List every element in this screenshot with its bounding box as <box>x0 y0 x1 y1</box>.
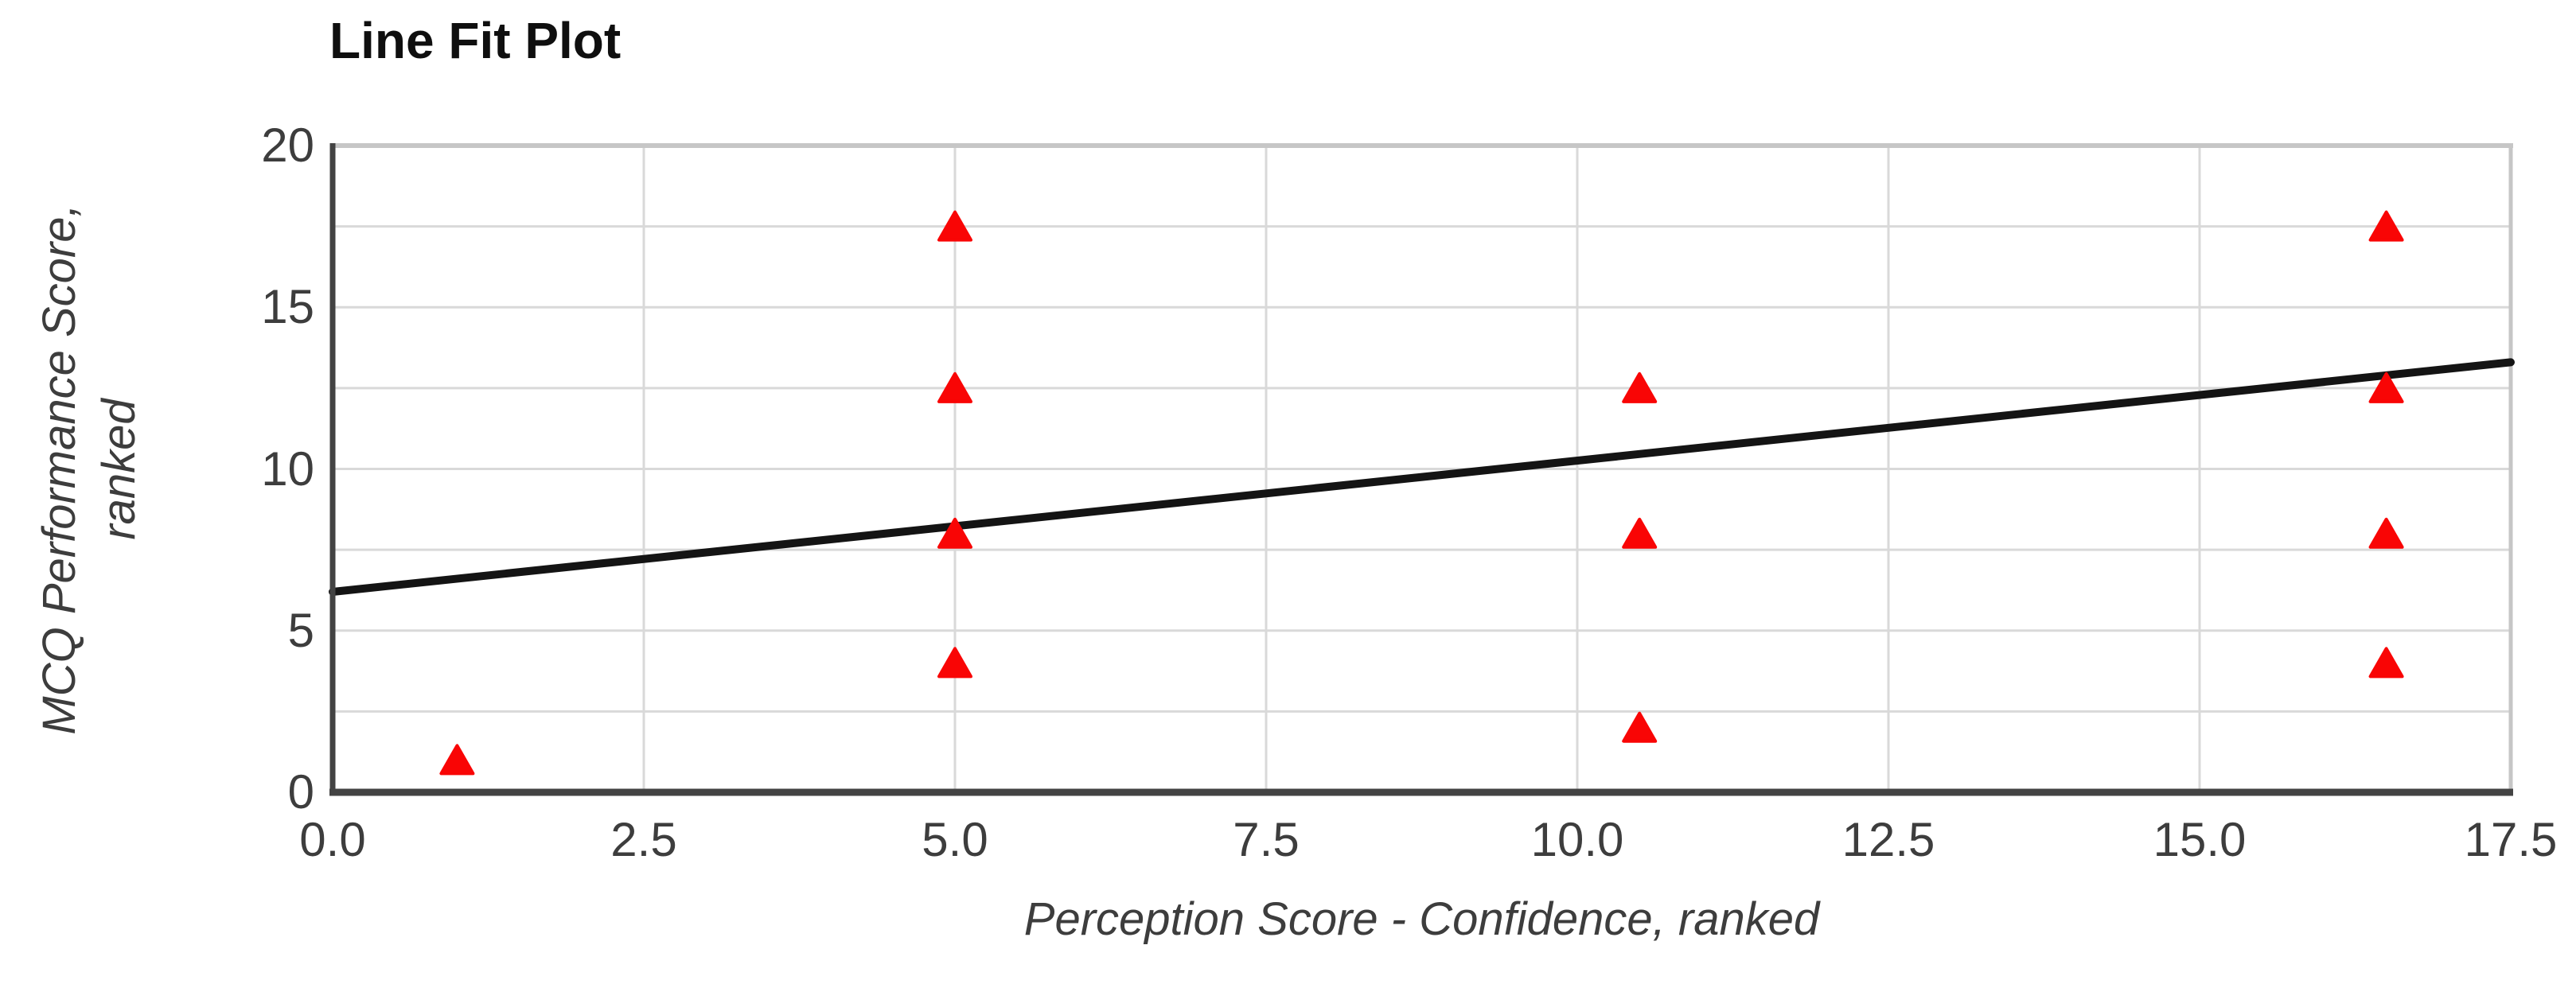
data-point-marker <box>2368 210 2404 242</box>
data-point-marker <box>1622 711 1658 743</box>
x-tick-label: 15.0 <box>2153 813 2247 866</box>
x-tick-label: 7.5 <box>1233 813 1300 866</box>
data-point-marker <box>1622 517 1658 549</box>
data-point-marker <box>1622 371 1658 403</box>
x-tick-label: 5.0 <box>922 813 988 866</box>
y-tick-label: 5 <box>287 603 314 657</box>
x-tick-label: 2.5 <box>610 813 677 866</box>
chart-title: Line Fit Plot <box>329 12 622 69</box>
data-point-marker <box>937 517 972 549</box>
data-point-marker <box>937 371 972 403</box>
x-tick-label: 12.5 <box>1841 813 1935 866</box>
y-tick-label: 10 <box>261 441 314 496</box>
data-point-marker <box>439 744 475 776</box>
y-tick-label: 15 <box>261 280 314 334</box>
data-point-marker <box>2368 371 2404 403</box>
trend-line <box>329 358 2515 596</box>
x-tick-label: 10.0 <box>1530 813 1624 866</box>
x-tick-label: 0.0 <box>299 813 366 866</box>
data-point-marker <box>937 647 972 679</box>
x-tick-label: 17.5 <box>2464 813 2558 866</box>
data-point-marker <box>2368 517 2404 549</box>
data-point-marker <box>2368 647 2404 679</box>
data-point-marker <box>937 210 972 242</box>
y-tick-label: 20 <box>261 119 314 172</box>
y-tick-label: 0 <box>287 765 314 819</box>
x-axis-title: Perception Score - Confidence, ranked <box>1023 893 1820 945</box>
